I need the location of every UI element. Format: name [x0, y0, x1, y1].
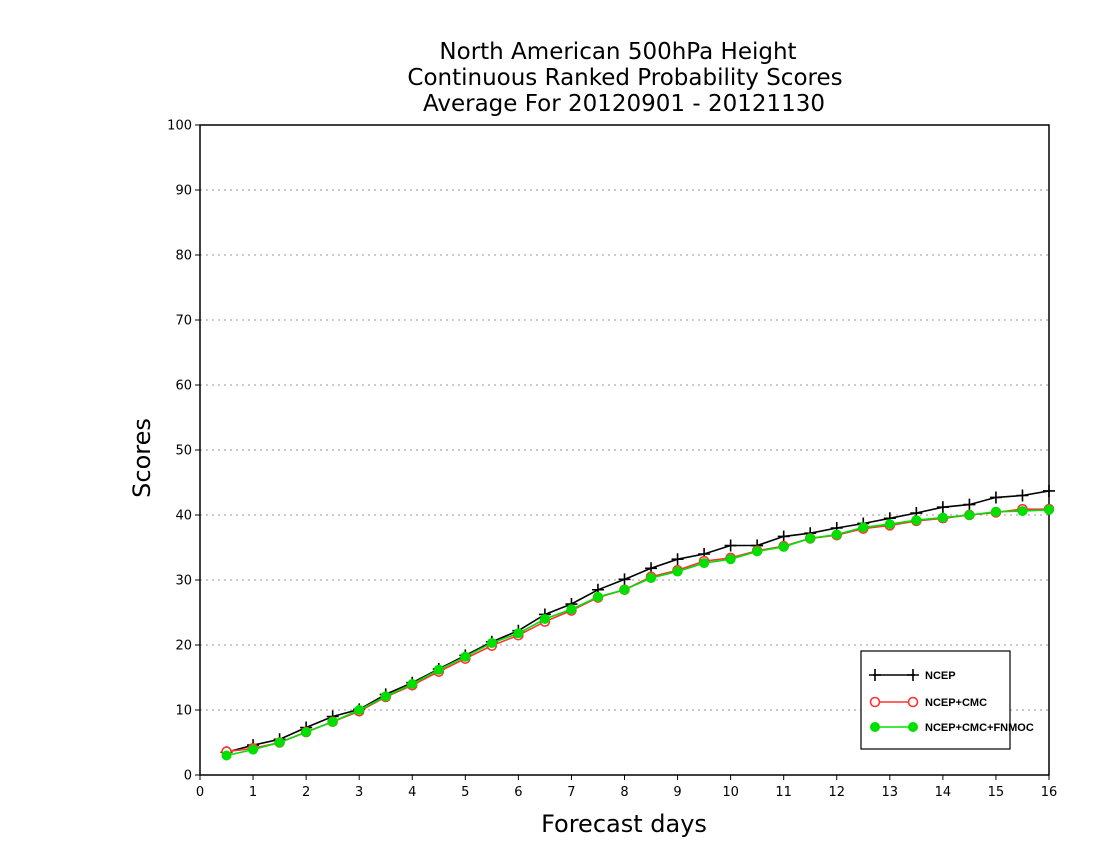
- data-point-ncep-cmc-fnmoc: [460, 651, 471, 662]
- data-point-ncep: [1016, 489, 1029, 502]
- y-tick-label: 100: [167, 119, 192, 134]
- y-axis-title: Scores: [128, 418, 156, 498]
- legend-marker: [907, 669, 919, 681]
- x-tick-label: 5: [461, 785, 469, 800]
- x-tick-label: 2: [302, 785, 310, 800]
- series-ncep-cmc-fnmoc: [221, 504, 1054, 761]
- data-point-ncep-cmc-fnmoc: [778, 541, 789, 552]
- data-point-ncep: [618, 573, 631, 586]
- data-point-ncep-cmc-fnmoc: [752, 546, 763, 557]
- legend-marker: [870, 722, 880, 732]
- data-point-ncep-cmc-fnmoc: [380, 691, 391, 702]
- x-tick-label: 14: [935, 785, 952, 800]
- legend-label: NCEP: [925, 670, 956, 682]
- data-point-ncep: [936, 501, 949, 514]
- data-point-ncep: [989, 491, 1002, 504]
- x-tick-label: 16: [1041, 785, 1058, 800]
- legend-marker: [869, 696, 881, 708]
- data-point-ncep-cmc-fnmoc: [646, 573, 657, 584]
- data-point-ncep-cmc-fnmoc: [513, 628, 524, 639]
- y-tick-label: 90: [175, 184, 192, 199]
- x-tick-label: 11: [775, 785, 792, 800]
- data-point-ncep-cmc-fnmoc: [858, 522, 869, 533]
- legend-marker: [908, 722, 918, 732]
- y-tick-label: 50: [175, 444, 192, 459]
- data-point-ncep-cmc-fnmoc: [354, 705, 365, 715]
- x-axis: 0 1 2 3 4 5 6 7 8 9 10 11 12 13 14 15 16: [196, 775, 1057, 800]
- chart-title: North American 500hPa Height Continuous …: [407, 39, 842, 117]
- x-tick-label: 9: [673, 785, 681, 800]
- x-tick-label: 12: [828, 785, 845, 800]
- data-point-ncep-cmc-fnmoc: [937, 512, 948, 523]
- x-tick-label: 3: [355, 785, 363, 800]
- x-axis-title: Forecast days: [541, 810, 707, 838]
- data-point-ncep-cmc-fnmoc: [566, 604, 577, 615]
- x-tick-label: 1: [249, 785, 257, 800]
- y-tick-label: 20: [175, 639, 192, 654]
- data-point-ncep-cmc-fnmoc: [433, 664, 444, 675]
- x-tick-label: 13: [882, 785, 899, 800]
- data-point-ncep-cmc-fnmoc: [619, 584, 630, 595]
- title-line-3: Average For 20120901 - 20121130: [423, 91, 825, 117]
- data-point-ncep: [1043, 484, 1055, 497]
- gridlines: [200, 189, 1049, 711]
- data-point-ncep-cmc-fnmoc: [1017, 506, 1028, 517]
- data-point-ncep-cmc-fnmoc: [248, 744, 259, 755]
- data-point-ncep-cmc-fnmoc: [964, 510, 975, 520]
- legend-item-ncep: NCEP: [869, 669, 956, 682]
- data-point-ncep-cmc-fnmoc: [911, 515, 922, 526]
- data-point-ncep-cmc-fnmoc: [592, 591, 603, 602]
- data-point-ncep: [963, 498, 976, 511]
- y-tick-label: 30: [175, 574, 192, 589]
- title-line-2: Continuous Ranked Probability Scores: [407, 65, 842, 91]
- y-tick-label: 80: [175, 249, 192, 264]
- series-layer: [220, 484, 1055, 761]
- data-point-ncep-cmc-fnmoc: [274, 737, 285, 748]
- x-tick-label: 10: [722, 785, 739, 800]
- y-tick-label: 0: [184, 769, 192, 784]
- data-point-ncep: [777, 530, 790, 543]
- data-point-ncep-cmc-fnmoc: [699, 558, 710, 569]
- y-tick-label: 60: [175, 379, 192, 394]
- y-tick-label: 40: [175, 509, 192, 524]
- legend-label: NCEP+CMC: [925, 697, 987, 709]
- legend-box: [860, 650, 1011, 750]
- data-point-ncep-cmc-fnmoc: [327, 716, 338, 727]
- legend: NCEP NCEP+CMC NCEP+CMC+FNMOC: [860, 650, 1034, 750]
- x-tick-label: 0: [196, 785, 204, 800]
- data-point-ncep-cmc-fnmoc: [725, 554, 736, 565]
- x-tick-label: 8: [620, 785, 628, 800]
- data-point-ncep: [724, 539, 737, 552]
- x-tick-label: 7: [567, 785, 575, 800]
- y-tick-label: 10: [175, 704, 192, 719]
- data-point-ncep-cmc-fnmoc: [486, 638, 497, 649]
- data-point-ncep-cmc-fnmoc: [1044, 504, 1054, 515]
- x-tick-label: 6: [514, 785, 522, 800]
- legend-item-ncep-cmc-fnmoc: NCEP+CMC+FNMOC: [870, 722, 1034, 734]
- legend-label: NCEP+CMC+FNMOC: [925, 722, 1034, 734]
- data-point-ncep-cmc-fnmoc: [672, 566, 683, 577]
- legend-item-ncep-cmc: NCEP+CMC: [869, 696, 987, 709]
- data-point-ncep-cmc-fnmoc: [990, 506, 1001, 517]
- title-line-1: North American 500hPa Height: [439, 39, 796, 65]
- data-point-ncep-cmc-fnmoc: [301, 727, 312, 738]
- y-axis: 0 10 20 30 40 50 60 70 80 90 100: [167, 119, 200, 784]
- data-point-ncep-cmc-fnmoc: [831, 529, 842, 540]
- legend-marker: [869, 669, 881, 681]
- legend-marker: [907, 696, 919, 708]
- x-tick-label: 4: [408, 785, 416, 800]
- data-point-ncep: [671, 553, 684, 566]
- data-point-ncep-cmc-fnmoc: [539, 614, 550, 624]
- data-point-ncep-cmc-fnmoc: [884, 519, 895, 530]
- data-point-ncep-cmc-fnmoc: [407, 679, 418, 689]
- y-tick-label: 70: [175, 314, 192, 329]
- data-point-ncep-cmc-fnmoc: [221, 750, 232, 761]
- data-point-ncep-cmc-fnmoc: [805, 533, 816, 544]
- x-tick-label: 15: [988, 785, 1005, 800]
